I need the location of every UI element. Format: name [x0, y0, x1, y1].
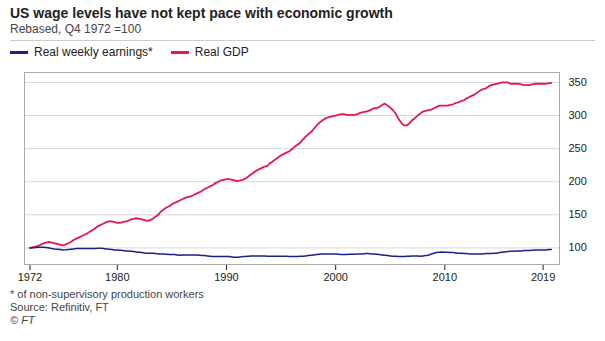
html-text:© FT: © FT — [10, 314, 35, 326]
svg-text:200: 200 — [569, 175, 587, 187]
svg-text:2000: 2000 — [323, 271, 347, 283]
svg-text:1972: 1972 — [18, 271, 42, 283]
svg-text:100: 100 — [569, 241, 587, 253]
svg-text:250: 250 — [569, 142, 587, 154]
html-text:Real weekly earnings*: Real weekly earnings* — [34, 45, 153, 59]
svg-text:2010: 2010 — [433, 271, 457, 283]
html-text:Source: Refinitiv, FT: Source: Refinitiv, FT — [10, 301, 109, 313]
html-text:Rebased, Q4 1972 =100: Rebased, Q4 1972 =100 — [10, 22, 142, 36]
svg-text:1990: 1990 — [214, 271, 238, 283]
svg-text:150: 150 — [569, 208, 587, 220]
html-text:US wage levels have not kept p: US wage levels have not kept pace with e… — [10, 5, 393, 21]
svg-text:350: 350 — [569, 76, 587, 88]
svg-text:2019: 2019 — [531, 271, 555, 283]
html-text:Real GDP: Real GDP — [194, 45, 249, 59]
html-text:* of non-supervisory productio: * of non-supervisory production workers — [10, 288, 204, 300]
svg-text:1980: 1980 — [105, 271, 129, 283]
svg-text:300: 300 — [569, 109, 587, 121]
